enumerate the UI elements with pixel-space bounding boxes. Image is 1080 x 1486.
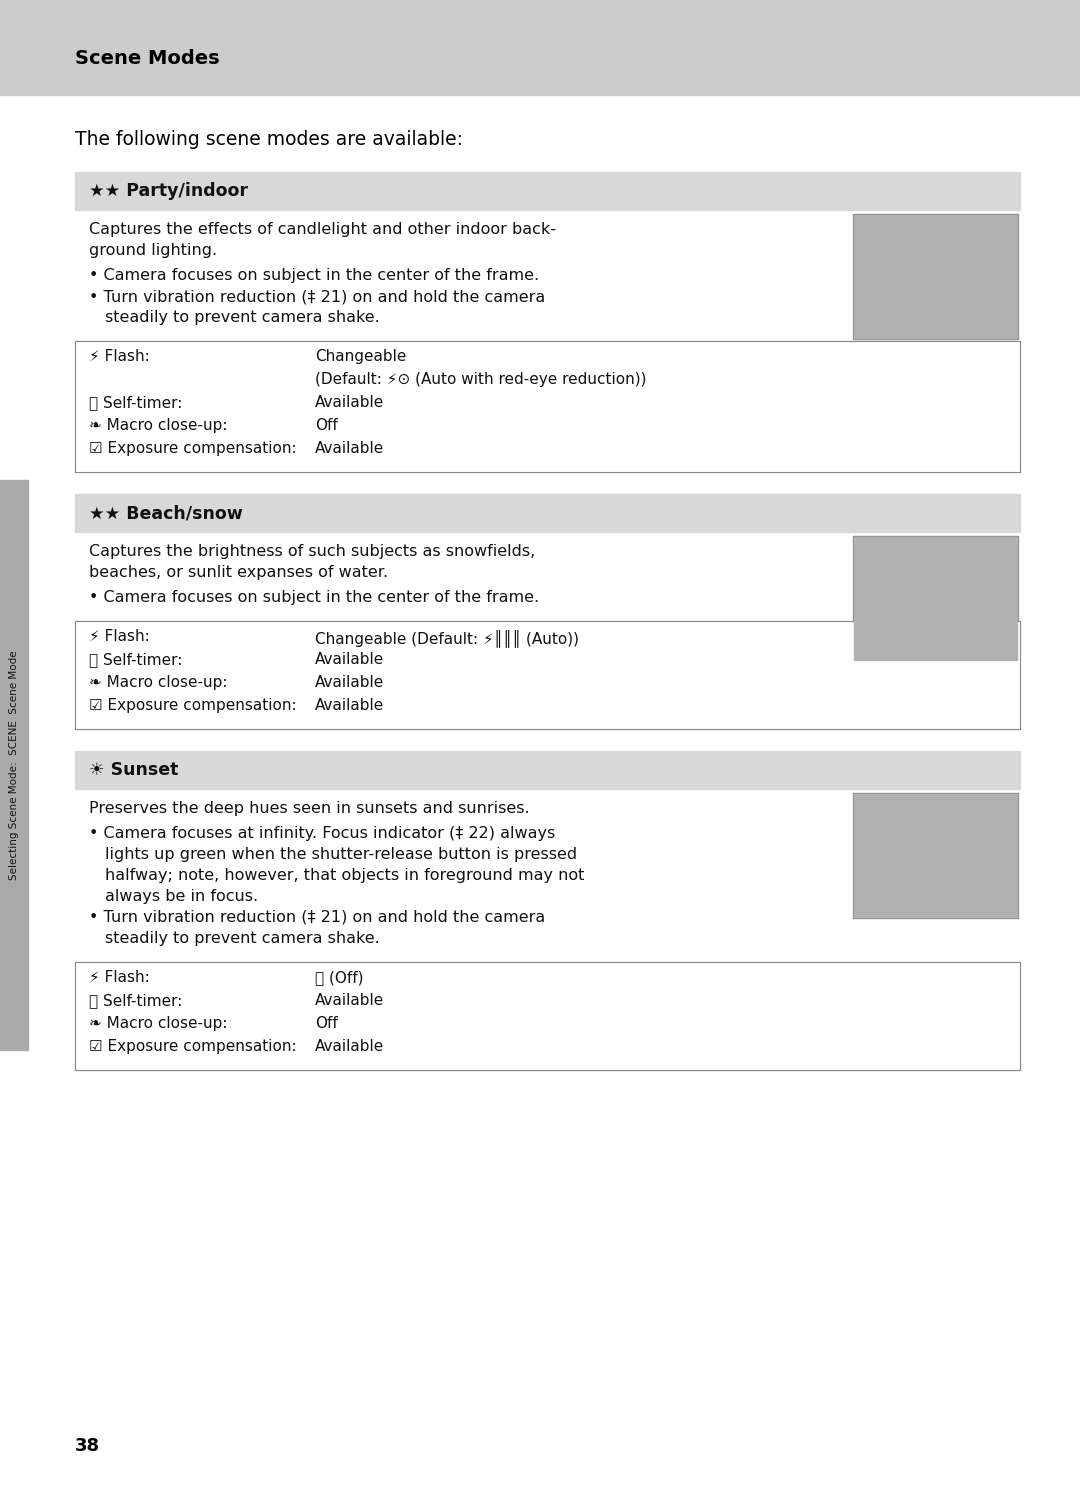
Text: • Camera focuses on subject in the center of the frame.: • Camera focuses on subject in the cente… (89, 267, 539, 282)
Text: • Turn vibration reduction (‡ 21) on and hold the camera: • Turn vibration reduction (‡ 21) on and… (89, 288, 545, 305)
Text: • Turn vibration reduction (‡ 21) on and hold the camera: • Turn vibration reduction (‡ 21) on and… (89, 909, 545, 924)
Text: Available: Available (315, 652, 384, 667)
Text: Available: Available (315, 395, 384, 410)
Text: 38: 38 (75, 1437, 100, 1455)
Bar (854, 536, 1017, 660)
Text: ⏳ Self-timer:: ⏳ Self-timer: (89, 395, 183, 410)
Text: ⚡ Flash:: ⚡ Flash: (89, 970, 150, 985)
Text: • Camera focuses at infinity. Focus indicator (‡ 22) always: • Camera focuses at infinity. Focus indi… (89, 826, 555, 841)
Text: halfway; note, however, that objects in foreground may not: halfway; note, however, that objects in … (105, 868, 584, 883)
Bar (75, 172, 1020, 210)
Bar (853, 214, 1018, 339)
Text: lights up green when the shutter-release button is pressed: lights up green when the shutter-release… (105, 847, 577, 862)
Bar (75, 340, 1020, 473)
Text: (Default: ⚡⊙ (Auto with red-eye reduction)): (Default: ⚡⊙ (Auto with red-eye reductio… (315, 372, 647, 386)
Text: Scene Modes: Scene Modes (75, 49, 219, 67)
Text: • Camera focuses on subject in the center of the frame.: • Camera focuses on subject in the cente… (89, 590, 539, 605)
Text: Available: Available (315, 993, 384, 1008)
Text: Available: Available (315, 698, 384, 713)
Text: ⏳ Self-timer:: ⏳ Self-timer: (89, 652, 183, 667)
Text: Off: Off (315, 1016, 338, 1031)
FancyBboxPatch shape (75, 961, 1020, 1070)
Text: Changeable: Changeable (315, 349, 406, 364)
Bar (75, 750, 1020, 789)
Text: Off: Off (315, 418, 338, 432)
Text: steadily to prevent camera shake.: steadily to prevent camera shake. (105, 932, 380, 947)
Text: Available: Available (315, 441, 384, 456)
Text: ⚡ Flash:: ⚡ Flash: (89, 629, 150, 643)
Text: The following scene modes are available:: The following scene modes are available: (75, 129, 463, 149)
Bar (853, 794, 1018, 918)
Text: Preserves the deep hues seen in sunsets and sunrises.: Preserves the deep hues seen in sunsets … (89, 801, 529, 816)
Text: ⚡ Flash:: ⚡ Flash: (89, 349, 150, 364)
Text: Available: Available (315, 1039, 384, 1054)
Text: Changeable (Default: ⚡║║║ (Auto)): Changeable (Default: ⚡║║║ (Auto)) (315, 629, 579, 646)
Text: always be in focus.: always be in focus. (105, 889, 258, 903)
Bar (0, 0, 1080, 95)
Text: beaches, or sunlit expanses of water.: beaches, or sunlit expanses of water. (89, 565, 388, 580)
Bar (75, 961, 1020, 1070)
Text: Selecting Scene Mode:  SCENE  Scene Mode: Selecting Scene Mode: SCENE Scene Mode (9, 651, 19, 880)
Text: Captures the brightness of such subjects as snowfields,: Captures the brightness of such subjects… (89, 544, 536, 559)
FancyBboxPatch shape (75, 621, 1020, 730)
Text: ☑ Exposure compensation:: ☑ Exposure compensation: (89, 441, 297, 456)
Bar (75, 493, 1020, 532)
Text: ☑ Exposure compensation:: ☑ Exposure compensation: (89, 1039, 297, 1054)
Bar (853, 536, 1018, 661)
Text: ★★ Party/indoor: ★★ Party/indoor (89, 181, 248, 201)
Bar (0, 480, 28, 1051)
Text: ☀ Sunset: ☀ Sunset (89, 761, 178, 779)
FancyBboxPatch shape (75, 340, 1020, 473)
Text: ⓞ (Off): ⓞ (Off) (315, 970, 364, 985)
Text: ❧ Macro close-up:: ❧ Macro close-up: (89, 675, 228, 690)
Text: steadily to prevent camera shake.: steadily to prevent camera shake. (105, 311, 380, 325)
Text: Captures the effects of candlelight and other indoor back-: Captures the effects of candlelight and … (89, 221, 556, 236)
Text: ⏳ Self-timer:: ⏳ Self-timer: (89, 993, 183, 1008)
Text: ❧ Macro close-up:: ❧ Macro close-up: (89, 418, 228, 432)
Text: ☑ Exposure compensation:: ☑ Exposure compensation: (89, 698, 297, 713)
Bar (854, 215, 1017, 337)
Text: ❧ Macro close-up:: ❧ Macro close-up: (89, 1016, 228, 1031)
Bar (75, 621, 1020, 730)
Bar (854, 794, 1017, 917)
Text: Available: Available (315, 675, 384, 690)
Text: ground lighting.: ground lighting. (89, 244, 217, 259)
Text: ★★ Beach/snow: ★★ Beach/snow (89, 504, 243, 522)
